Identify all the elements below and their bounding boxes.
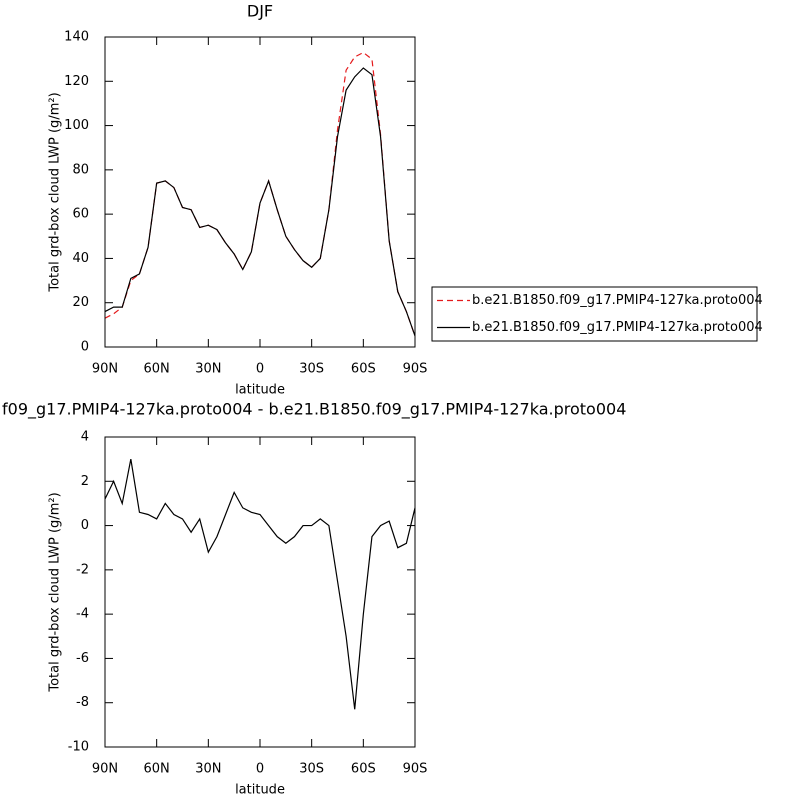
y-tick-label: 0: [81, 340, 89, 355]
y-tick-label: 80: [72, 162, 89, 177]
chart-title: f09_g17.PMIP4-127ka.proto004 - b.e21.B18…: [2, 400, 626, 420]
y-tick-label: 100: [64, 118, 89, 133]
y-tick-label: 40: [72, 251, 89, 266]
x-axis-label: latitude: [235, 383, 285, 398]
x-tick-label: 90N: [92, 362, 118, 377]
chart-title: DJF: [247, 2, 273, 21]
y-axis-label: Total grd-box cloud LWP (g/m²): [48, 492, 63, 692]
y-tick-label: 20: [72, 295, 89, 310]
y-tick-label: 60: [72, 207, 89, 222]
plot-frame: [104, 436, 416, 748]
data-line: [104, 51, 416, 337]
x-tick-label: 0: [256, 762, 264, 777]
x-tick-label: 60S: [351, 362, 376, 377]
y-tick-label: 140: [64, 30, 89, 45]
data-line: [104, 459, 416, 710]
legend-label: b.e21.B1850.f09_g17.PMIP4-127ka.proto004: [472, 320, 763, 335]
x-tick-label: 30N: [195, 362, 221, 377]
y-tick-label: -2: [76, 562, 89, 577]
y-tick-label: -6: [76, 651, 89, 666]
x-tick-label: 30S: [299, 362, 324, 377]
x-tick-label: 30S: [299, 762, 324, 777]
x-tick-label: 90N: [92, 762, 118, 777]
y-tick-label: -4: [76, 607, 89, 622]
x-tick-label: 60N: [144, 362, 170, 377]
x-axis-label: latitude: [235, 783, 285, 798]
y-axis-label: Total grd-box cloud LWP (g/m²): [48, 92, 63, 292]
x-tick-label: 60N: [144, 762, 170, 777]
x-tick-label: 90S: [403, 762, 428, 777]
x-tick-label: 90S: [403, 362, 428, 377]
y-tick-label: 0: [81, 518, 89, 533]
x-tick-label: 0: [256, 362, 264, 377]
y-tick-label: 120: [64, 74, 89, 89]
y-tick-label: 2: [81, 474, 89, 489]
y-tick-label: 4: [81, 430, 89, 445]
legend-box: [431, 286, 758, 342]
y-tick-label: -8: [76, 695, 89, 710]
plot-frame: [104, 36, 416, 348]
y-tick-label: -10: [68, 740, 89, 755]
legend-label: b.e21.B1850.f09_g17.PMIP4-127ka.proto004: [472, 293, 763, 308]
data-line: [104, 67, 416, 337]
x-tick-label: 30N: [195, 762, 221, 777]
x-tick-label: 60S: [351, 762, 376, 777]
